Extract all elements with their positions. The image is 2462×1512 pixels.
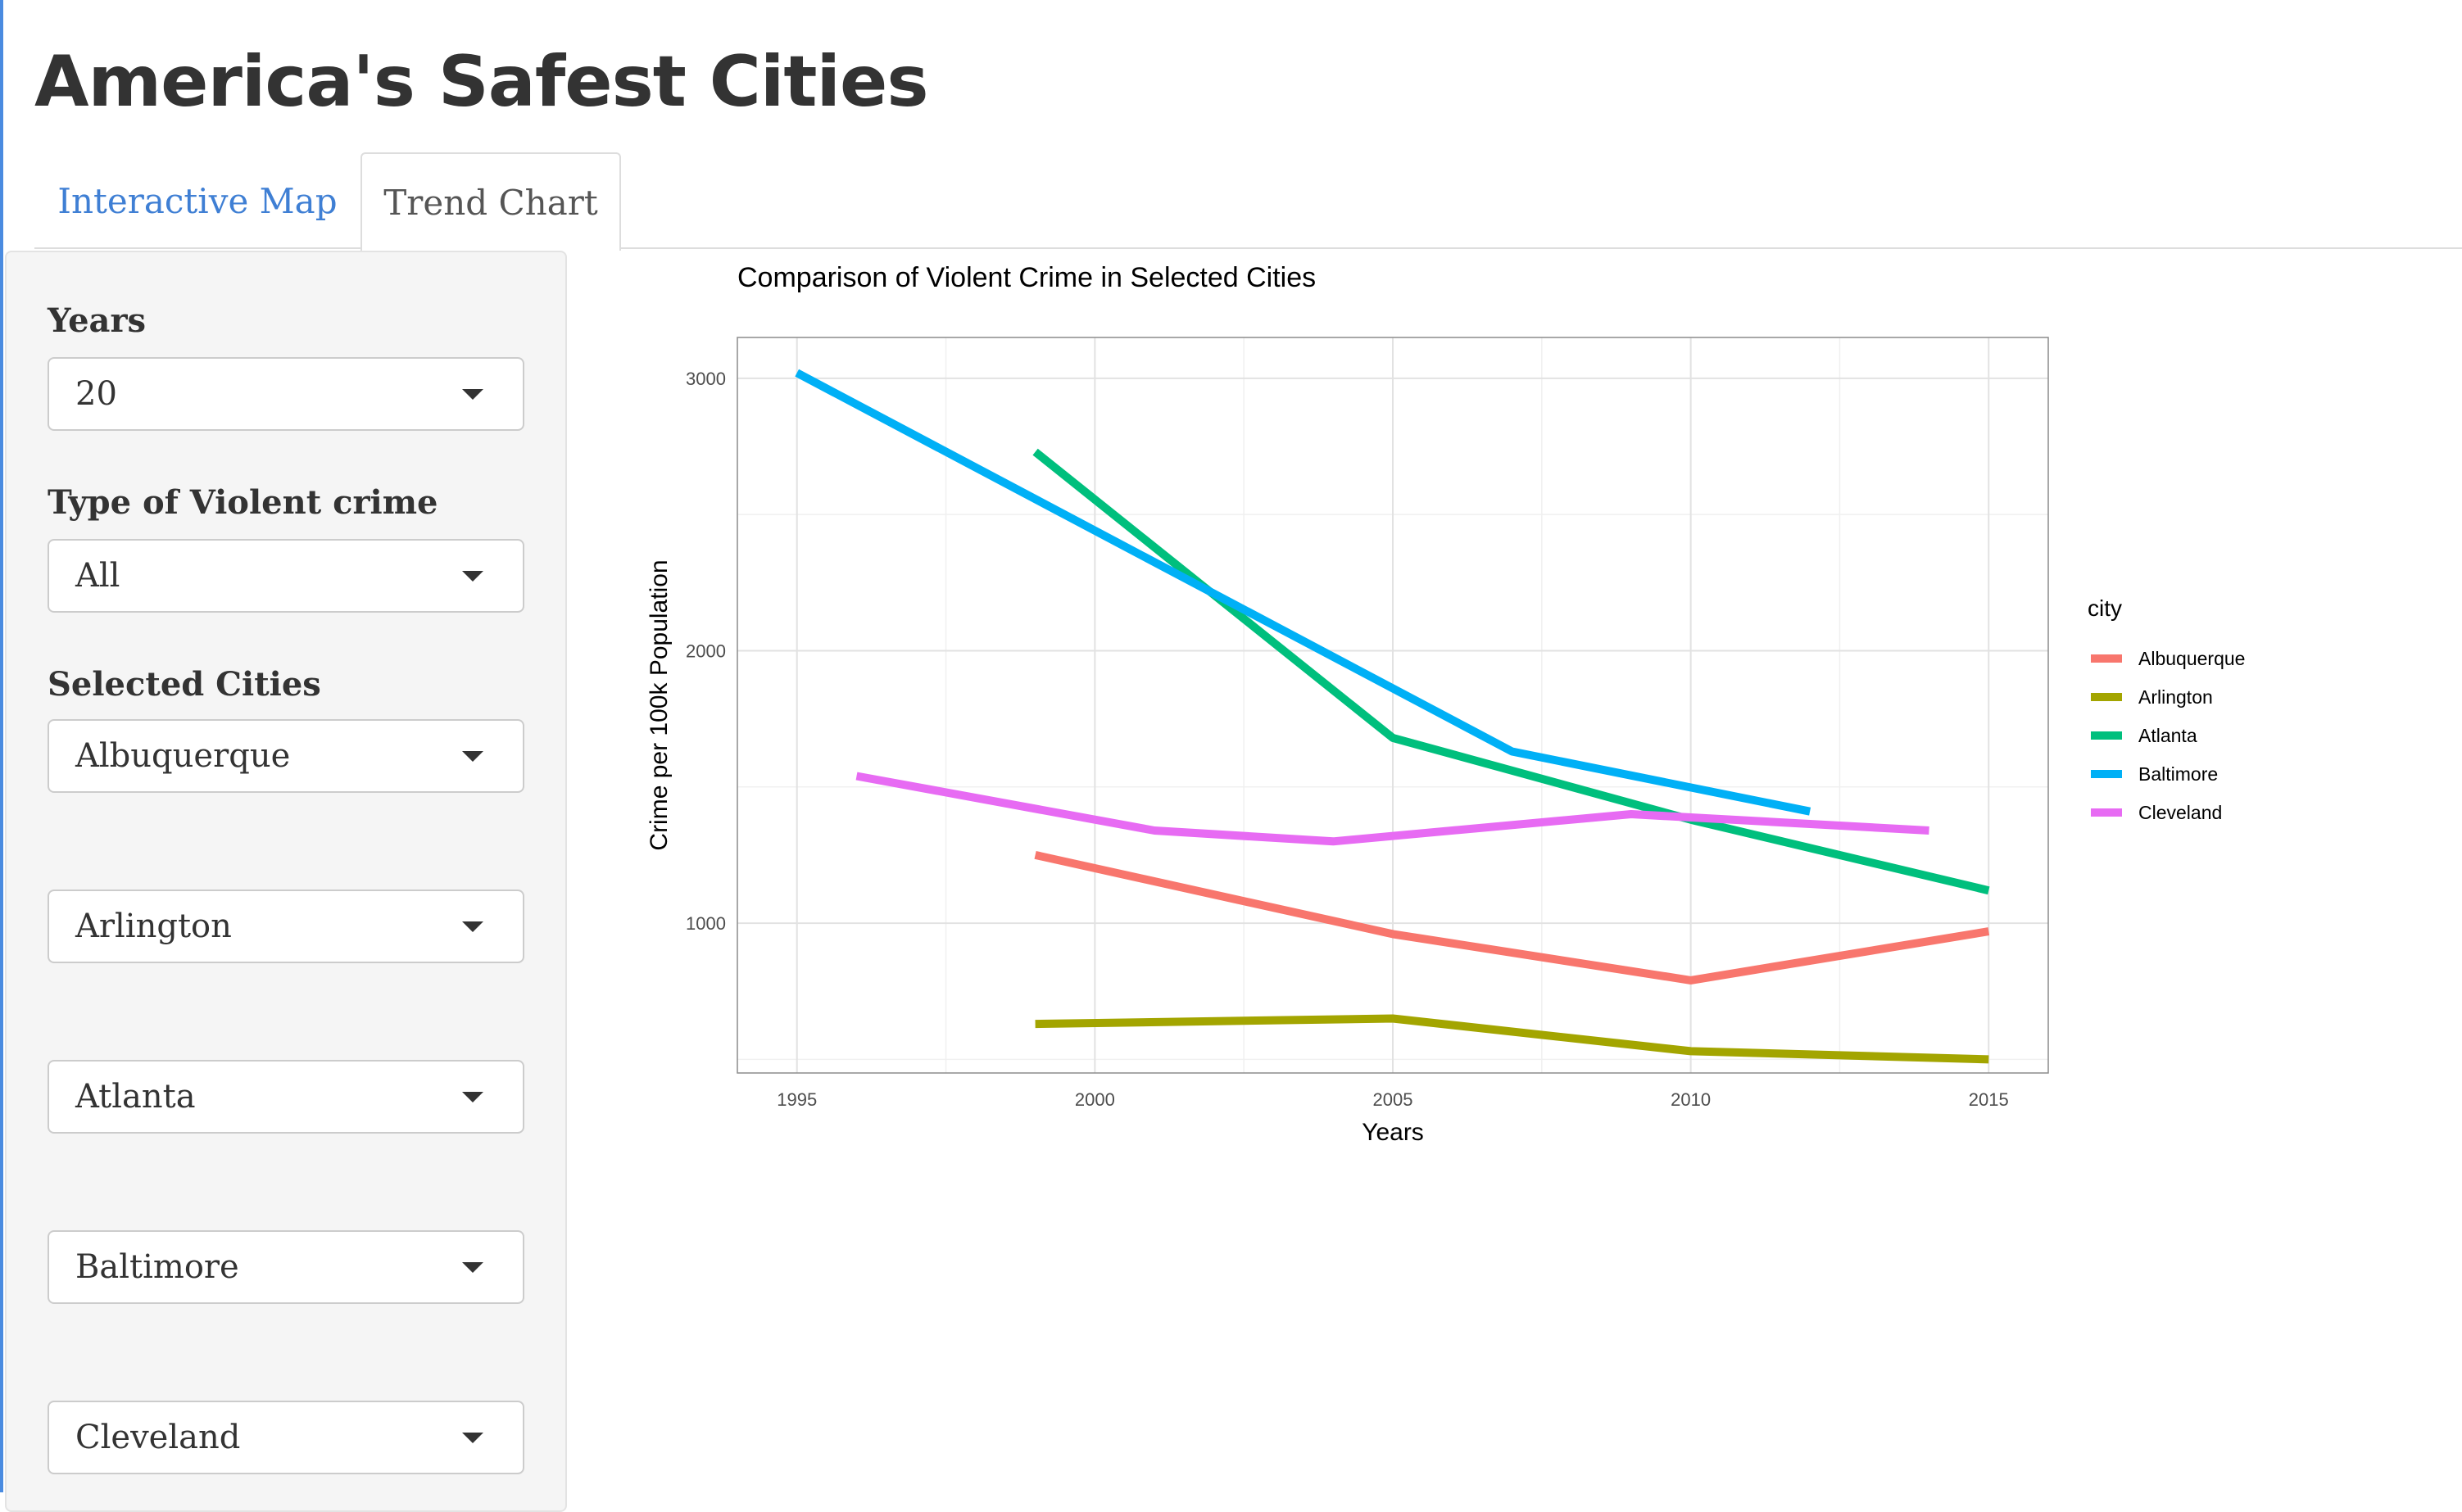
caret-down-icon <box>462 571 483 582</box>
legend-title: city <box>2088 595 2122 621</box>
legend-label: Baltimore <box>2138 763 2218 785</box>
city-select-value: Cleveland <box>75 1419 241 1456</box>
caret-down-icon <box>462 921 483 932</box>
caret-down-icon <box>462 1433 483 1443</box>
crime-type-select-value: All <box>75 557 120 595</box>
caret-down-icon <box>462 389 483 400</box>
tab-trend-chart[interactable]: Trend Chart <box>360 152 621 251</box>
x-tick-label: 2010 <box>1671 1089 1711 1110</box>
x-tick-label: 2015 <box>1969 1089 2009 1110</box>
crime-type-select[interactable]: All <box>48 539 524 613</box>
years-select-value: 20 <box>75 375 117 413</box>
chart-title: Comparison of Violent Crime in Selected … <box>737 262 1316 293</box>
sidebar-panel: Years 20 Type of Violent crime All Selec… <box>5 251 567 1512</box>
legend-label: Atlanta <box>2138 725 2197 746</box>
x-axis-label: Years <box>1362 1119 1424 1146</box>
selected-cities-label: Selected Cities <box>48 665 321 704</box>
legend-label: Albuquerque <box>2138 648 2245 669</box>
city-select-value: Arlington <box>75 908 232 945</box>
x-tick-label: 2000 <box>1075 1089 1115 1110</box>
legend-label: Arlington <box>2138 686 2213 708</box>
y-tick-label: 3000 <box>686 369 726 389</box>
tab-interactive-map[interactable]: Interactive Map <box>57 180 338 221</box>
caret-down-icon <box>462 751 483 762</box>
city-select-value: Atlanta <box>75 1078 196 1116</box>
app-title: America's Safest Cities <box>34 41 929 123</box>
caret-down-icon <box>462 1092 483 1102</box>
years-label: Years <box>48 301 147 340</box>
trend-chart-svg: Comparison of Violent Crime in Selected … <box>646 262 2245 1146</box>
series-line <box>855 772 1929 846</box>
crime-type-label: Type of Violent crime <box>48 483 438 522</box>
city-select-1[interactable]: Albuquerque <box>48 719 524 793</box>
city-select-value: Baltimore <box>75 1248 239 1286</box>
city-select-5[interactable]: Cleveland <box>48 1401 524 1474</box>
tab-bar: Interactive Map Trend Chart <box>34 152 2462 251</box>
y-axis-label: Crime per 100k Population <box>646 559 673 850</box>
x-tick-label: 2005 <box>1373 1089 1413 1110</box>
plot-border <box>737 337 2049 1074</box>
city-select-value: Albuquerque <box>75 737 291 775</box>
legend-label: Cleveland <box>2138 802 2222 823</box>
series-line <box>1034 851 1990 985</box>
tab-baseline <box>34 247 2462 249</box>
series-line <box>795 369 1811 816</box>
city-select-3[interactable]: Atlanta <box>48 1060 524 1134</box>
series-line <box>1035 1014 1989 1064</box>
x-tick-label: 1995 <box>777 1089 817 1110</box>
caret-down-icon <box>462 1262 483 1273</box>
left-accent-bar <box>0 0 3 1492</box>
trend-chart: Comparison of Violent Crime in Selected … <box>623 246 2425 1163</box>
city-select-2[interactable]: Arlington <box>48 890 524 963</box>
city-select-4[interactable]: Baltimore <box>48 1230 524 1304</box>
years-select[interactable]: 20 <box>48 357 524 431</box>
y-tick-label: 1000 <box>686 913 726 934</box>
y-tick-label: 2000 <box>686 641 726 661</box>
